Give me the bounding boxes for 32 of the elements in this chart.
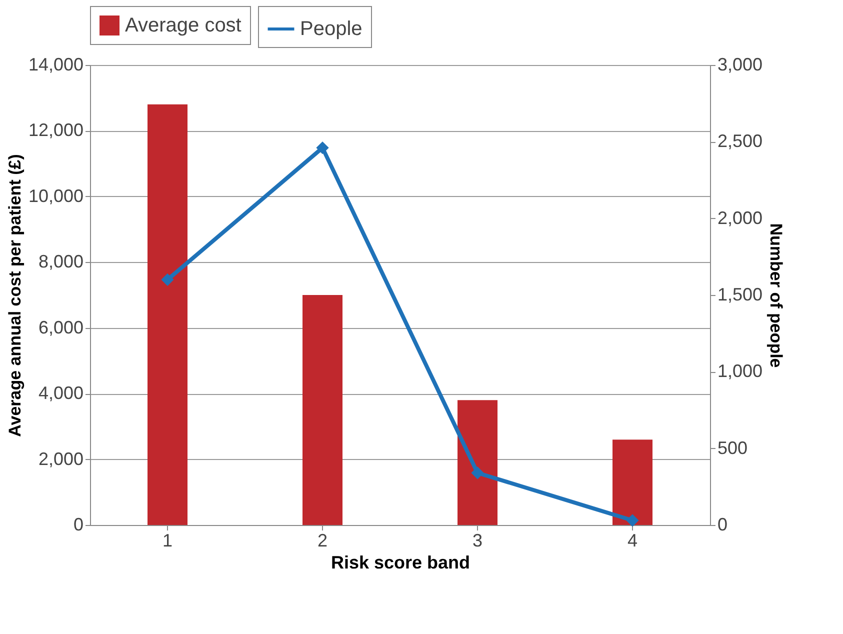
y2-tick-label: 0: [718, 514, 728, 534]
legend-label: People: [300, 18, 362, 40]
y-tick-label: 10,000: [28, 186, 84, 206]
x-axis-title: Risk score band: [330, 552, 470, 572]
y-tick-label: 12,000: [28, 120, 84, 140]
bar: [302, 295, 342, 525]
x-tick-label: 2: [317, 530, 328, 550]
bar: [148, 104, 188, 525]
x-tick-label: 4: [627, 530, 638, 550]
point: [161, 273, 174, 286]
x-tick-label: 3: [472, 530, 483, 550]
point: [471, 466, 484, 480]
y2-tick-label: 500: [718, 438, 748, 458]
y2-tick-label: 2,500: [718, 131, 763, 152]
y-tick-label: 4,000: [38, 383, 84, 404]
y2-tick-label: 1,500: [718, 284, 763, 304]
point: [626, 514, 639, 527]
point: [316, 141, 329, 154]
y-tick-label: 14,000: [28, 54, 84, 74]
y2-tick-label: 3,000: [718, 54, 763, 74]
y-tick-label: 2,000: [38, 448, 84, 469]
bar: [458, 400, 498, 525]
legend-label: Average cost: [125, 14, 242, 36]
y-axis-title: Average annual cost per patient (£): [5, 154, 24, 437]
y2-tick-label: 1,000: [718, 361, 763, 382]
y-tick-label: 8,000: [38, 252, 84, 272]
y2-tick-label: 2,000: [718, 208, 763, 228]
y2-axis-title: Number of people: [766, 223, 786, 368]
bar: [612, 440, 652, 525]
x-tick-label: 1: [162, 530, 173, 550]
y-tick-label: 0: [73, 514, 84, 534]
y-tick-label: 6,000: [38, 317, 84, 338]
